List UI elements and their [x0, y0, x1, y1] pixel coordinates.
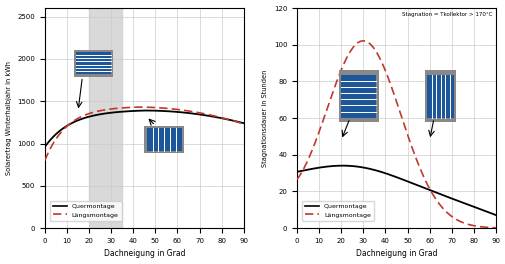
- Legend: Quermontage, Längsmontage: Quermontage, Längsmontage: [301, 201, 373, 221]
- Y-axis label: Solarertrag Winterhalbjahr in kWh: Solarertrag Winterhalbjahr in kWh: [6, 61, 12, 175]
- Bar: [76, 52, 111, 74]
- Y-axis label: Stagnationsdauer in Stunden: Stagnationsdauer in Stunden: [262, 69, 268, 167]
- Bar: [341, 74, 376, 118]
- Text: Stagnation = Tkollektor > 170°C: Stagnation = Tkollektor > 170°C: [401, 12, 491, 17]
- Legend: Quermontage, Längsmontage: Quermontage, Längsmontage: [50, 201, 122, 221]
- X-axis label: Dachneigung in Grad: Dachneigung in Grad: [104, 249, 185, 258]
- X-axis label: Dachneigung in Grad: Dachneigung in Grad: [355, 249, 436, 258]
- Bar: [338, 70, 378, 122]
- Bar: [424, 70, 455, 122]
- Bar: [146, 128, 181, 151]
- Bar: [144, 126, 184, 153]
- Bar: [73, 50, 113, 77]
- Bar: [426, 74, 453, 118]
- Bar: [89, 8, 122, 228]
